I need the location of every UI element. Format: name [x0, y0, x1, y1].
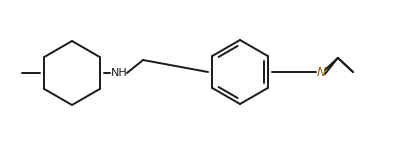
Text: N: N: [316, 66, 326, 79]
Text: NH: NH: [111, 68, 128, 78]
